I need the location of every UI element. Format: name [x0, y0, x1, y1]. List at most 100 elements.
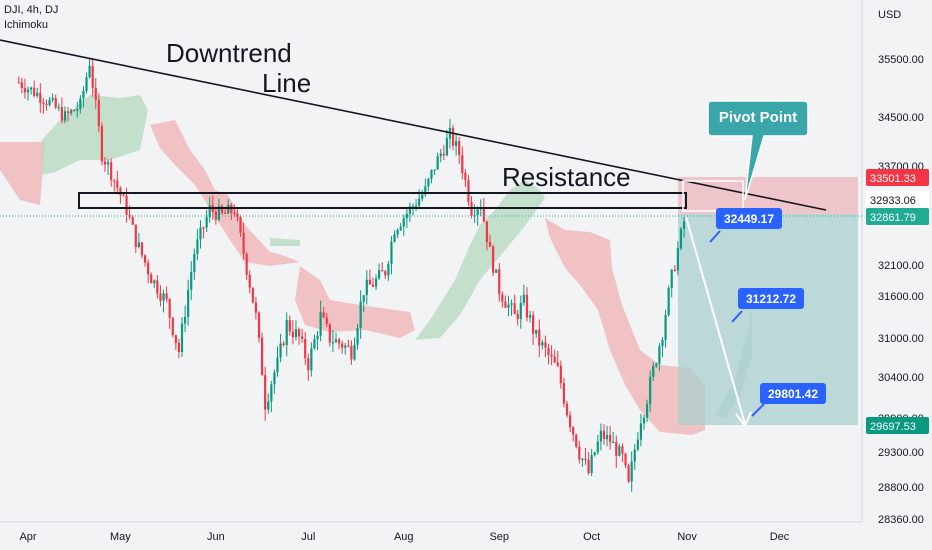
- candle-body: [331, 342, 335, 344]
- candle: [137, 232, 140, 249]
- candle: [590, 449, 593, 477]
- candle: [615, 435, 618, 469]
- candle: [307, 353, 310, 381]
- candle: [328, 323, 331, 347]
- candle-body: [541, 342, 544, 346]
- projection-arrow[interactable]: [685, 216, 746, 425]
- candle-body: [522, 294, 525, 303]
- candle: [353, 337, 356, 361]
- candle: [525, 287, 529, 322]
- candle: [171, 316, 174, 338]
- candle: [60, 97, 63, 124]
- candle-body: [516, 313, 519, 320]
- candle-body: [267, 401, 270, 410]
- candle-body: [227, 205, 230, 214]
- target-label-1: 32449.17: [724, 212, 774, 226]
- candle-body: [174, 335, 177, 343]
- candle: [461, 146, 464, 180]
- cloud-region-6: [545, 218, 705, 435]
- candle-body: [100, 126, 104, 162]
- candle-body: [655, 363, 658, 367]
- candle: [390, 235, 393, 275]
- candle-body: [106, 162, 110, 165]
- candle: [498, 263, 501, 302]
- candle-body: [532, 315, 535, 334]
- candle-body: [624, 453, 627, 466]
- candle-body: [374, 278, 378, 287]
- candle-body: [337, 339, 341, 344]
- target-label-1-box[interactable]: [716, 208, 782, 229]
- resistance-box[interactable]: [78, 192, 687, 209]
- candle-body: [177, 342, 181, 353]
- candle: [495, 269, 498, 274]
- candle: [513, 294, 516, 315]
- candle-body: [122, 194, 125, 197]
- candle-body: [621, 446, 624, 454]
- candle: [285, 312, 288, 357]
- candle: [565, 401, 569, 418]
- candle: [359, 290, 362, 339]
- candle: [150, 272, 153, 284]
- candle: [183, 305, 187, 332]
- candle-body: [467, 180, 470, 202]
- candle-body: [110, 162, 113, 181]
- candle: [550, 345, 553, 366]
- candle-body: [168, 299, 171, 318]
- candle-body: [587, 459, 590, 473]
- candle-body: [248, 274, 251, 288]
- pivot-callout-bubble[interactable]: [707, 100, 809, 201]
- candle: [645, 399, 649, 423]
- candle-body: [134, 224, 137, 247]
- candle: [304, 331, 307, 365]
- candle: [522, 284, 525, 306]
- candle-body: [414, 205, 418, 208]
- candle: [433, 169, 436, 176]
- candle-body: [153, 280, 156, 284]
- candle-body: [433, 169, 436, 171]
- candle-body: [304, 338, 307, 359]
- candle-body: [458, 141, 461, 156]
- candle-body: [257, 312, 261, 338]
- candle-body: [562, 383, 566, 404]
- candle-body: [421, 194, 424, 199]
- candle-body: [116, 180, 119, 188]
- target-pointer-3: [751, 403, 765, 417]
- target-label-3-box[interactable]: [760, 383, 826, 404]
- candle-body: [239, 217, 242, 233]
- cloud-region-3: [270, 238, 300, 246]
- candles-layer: [17, 57, 686, 492]
- candle: [341, 340, 344, 354]
- target-label-2-box[interactable]: [738, 288, 804, 309]
- candle-body: [393, 234, 396, 242]
- candle: [242, 222, 245, 261]
- candle: [544, 335, 547, 358]
- pivot-box[interactable]: [682, 180, 744, 212]
- candle: [273, 369, 276, 394]
- candle-body: [316, 335, 319, 340]
- candle: [464, 169, 467, 188]
- candle-body: [501, 294, 504, 302]
- candle-body: [356, 327, 359, 345]
- candle-body: [254, 302, 258, 313]
- stop-loss-zone[interactable]: [678, 177, 858, 214]
- target-label-2: 31212.72: [746, 292, 796, 306]
- candle: [639, 413, 643, 447]
- candle: [661, 337, 664, 358]
- projection-arrowhead: [735, 411, 752, 428]
- candle: [325, 313, 328, 328]
- time-tick-dec: Dec: [770, 531, 790, 543]
- candle-body: [476, 209, 479, 216]
- downtrend-label-word2: Line: [262, 68, 311, 98]
- candle: [45, 99, 48, 111]
- cloud-region-0: [0, 142, 45, 205]
- candle-body: [630, 461, 633, 482]
- time-tick-aug: Aug: [394, 531, 414, 543]
- candle: [581, 457, 584, 467]
- candle: [535, 329, 538, 338]
- candle-body: [568, 415, 572, 428]
- time-scale[interactable]: Apr May Jun Jul Aug Sep Oct Nov Dec: [19, 531, 789, 543]
- candle: [365, 270, 368, 305]
- candle-body: [217, 206, 221, 220]
- candle: [217, 198, 221, 222]
